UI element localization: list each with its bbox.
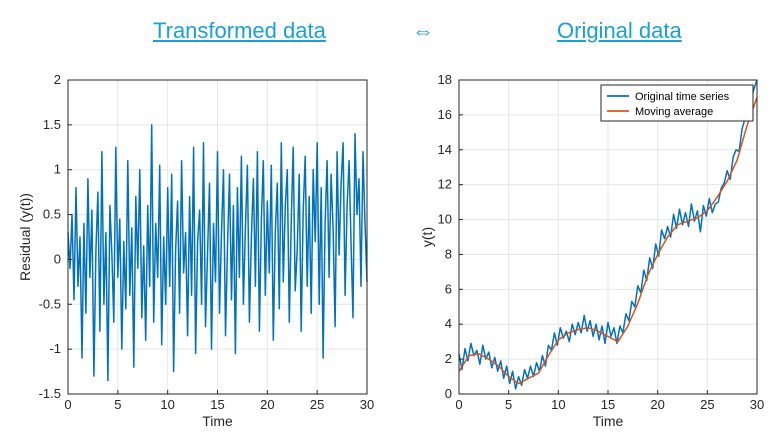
legend-box xyxy=(600,84,754,122)
y-axis-label: Residual (y(t)) xyxy=(17,193,33,281)
x-tick-label: 15 xyxy=(601,397,615,412)
y-tick-label: 4 xyxy=(445,316,452,331)
legend-label-1: Original time series xyxy=(635,91,730,103)
equivalence-arrow-icon: ⇔ xyxy=(412,18,434,43)
y-tick-label: 2 xyxy=(445,351,452,366)
y-tick-label: -0.5 xyxy=(39,296,61,311)
x-tick-label: 30 xyxy=(360,397,374,412)
y-tick-label: 8 xyxy=(445,246,452,261)
series-line-2 xyxy=(458,97,758,385)
x-tick-label: 0 xyxy=(455,397,462,412)
y-tick-label: 2 xyxy=(54,72,61,87)
chart-1: 0 5 10 15 20 25 30 -1.5 -1 -0.5 0 0.5 1 1.5 2 Time Resid… xyxy=(17,72,374,429)
right-panel-heading[interactable]: Original data xyxy=(557,18,682,43)
y-tick-label: -1 xyxy=(49,341,61,356)
y-tick-label: 10 xyxy=(438,212,452,227)
x-tick-label: 10 xyxy=(551,397,565,412)
x-tick-label: 0 xyxy=(64,397,71,412)
x-tick-label: 5 xyxy=(505,397,512,412)
y-tick-label: 0 xyxy=(54,251,61,266)
x-tick-label: 30 xyxy=(750,397,764,412)
y-axis-label: y(t) xyxy=(419,227,435,247)
x-tick-label: 25 xyxy=(700,397,714,412)
x-tick-label: 25 xyxy=(310,397,324,412)
y-tick-label: 18 xyxy=(438,72,452,87)
series-line-1 xyxy=(67,124,368,382)
x-tick-label: 20 xyxy=(260,397,274,412)
y-tick-label: 16 xyxy=(438,107,452,122)
y-tick-label: 0 xyxy=(445,386,452,401)
legend-label-2: Moving average xyxy=(635,106,713,118)
x-tick-label: 10 xyxy=(160,397,174,412)
y-tick-label: -1.5 xyxy=(39,386,61,401)
y-tick-label: 14 xyxy=(438,142,452,157)
y-tick-label: 6 xyxy=(445,281,452,296)
chart-2: 0 5 10 15 20 25 30 0 2 4 6 8 10 12 14 16 18 Time y(t) Origi… xyxy=(419,72,764,429)
x-tick-label: 20 xyxy=(650,397,664,412)
y-tick-label: 12 xyxy=(438,177,452,192)
y-tick-label: 1.5 xyxy=(43,117,61,132)
x-tick-label: 15 xyxy=(210,397,224,412)
x-axis-label: Time xyxy=(593,413,624,429)
left-panel-heading[interactable]: Transformed data xyxy=(153,18,326,43)
x-tick-label: 5 xyxy=(114,397,121,412)
x-axis-label: Time xyxy=(202,413,233,429)
y-tick-label: 1 xyxy=(54,162,61,177)
y-tick-label: 0.5 xyxy=(43,207,61,222)
